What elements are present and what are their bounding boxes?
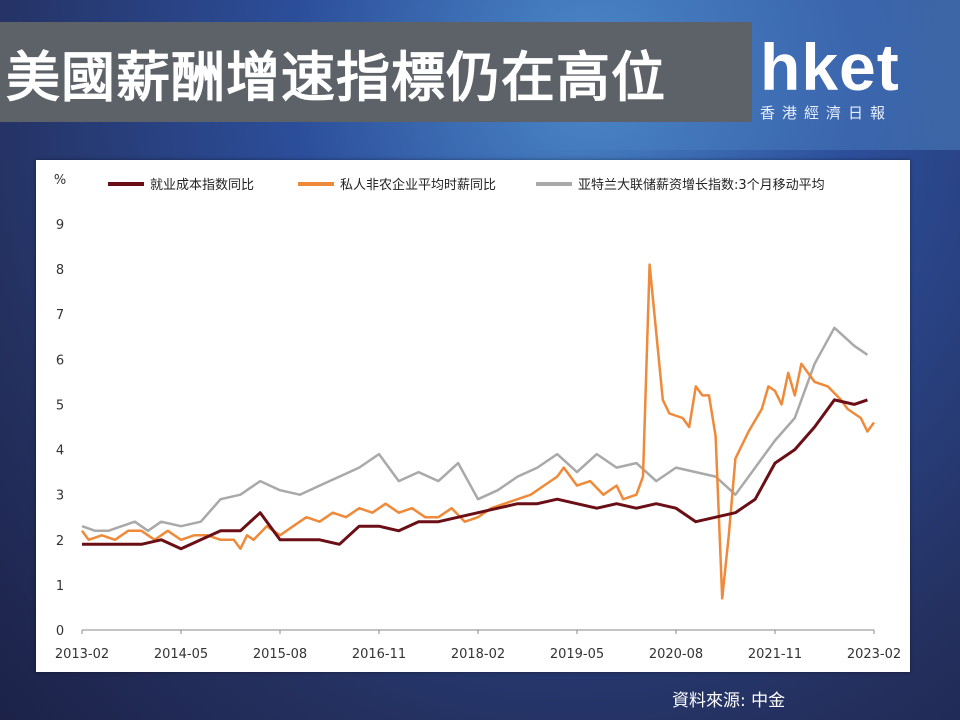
y-tick-label: 9 (56, 218, 64, 233)
series-line-1 (82, 398, 868, 551)
logo-wordmark: hket (760, 30, 900, 104)
logo-subtitle: 香港經濟日報 (760, 104, 893, 122)
x-tick-label: 2018-02 (451, 647, 505, 662)
legend-label: 就业成本指数同比 (150, 178, 254, 193)
y-axis-unit: % (54, 173, 66, 188)
series-line-2 (80, 263, 876, 600)
hket-logo: hket 香港經濟日報 (760, 34, 900, 123)
y-tick-label: 5 (56, 398, 64, 413)
y-tick-label: 4 (56, 444, 64, 459)
page-title: 美國薪酬增速指標仍在高位 (6, 45, 666, 109)
y-tick-label: 8 (56, 263, 64, 278)
y-tick-label: 1 (56, 579, 64, 594)
legend-label: 亚特兰大联储薪资增长指数:3个月移动平均 (578, 178, 825, 193)
x-tick-label: 2020-08 (649, 647, 703, 662)
title-banner: 美國薪酬增速指標仍在高位 (0, 22, 752, 122)
x-tick-label: 2019-05 (550, 647, 604, 662)
legend-label: 私人非农企业平均时薪同比 (340, 177, 496, 193)
x-tick-label: 2023-02 (847, 647, 901, 662)
chart-panel: 0 1 2 3 4 5 6 7 8 9% 2013-02 2014-05 2015-08 2016-11 2… (36, 160, 910, 672)
x-tick-label: 2016-11 (352, 647, 406, 662)
series-line-3 (81, 326, 869, 533)
source-note: 資料來源: 中金 (672, 691, 786, 711)
y-tick-label: 7 (56, 308, 64, 323)
y-tick-label: 0 (56, 624, 64, 639)
x-tick-label: 2014-05 (154, 647, 208, 662)
x-tick-label: 2013-02 (55, 647, 109, 662)
x-tick-label: 2015-08 (253, 647, 307, 662)
y-tick-label: 3 (56, 489, 64, 504)
y-tick-label: 6 (56, 353, 64, 368)
line-chart: 0 1 2 3 4 5 6 7 8 9% 2013-02 2014-05 2015-08 2016-11 2… (54, 173, 901, 662)
y-tick-label: 2 (56, 534, 64, 549)
x-tick-label: 2021-11 (748, 647, 802, 662)
